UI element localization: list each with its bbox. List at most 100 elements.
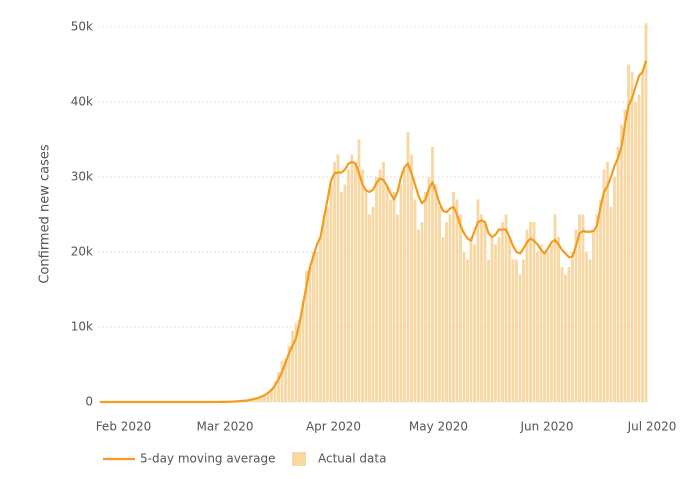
bar bbox=[560, 267, 564, 402]
bar bbox=[284, 358, 287, 402]
bar bbox=[427, 177, 431, 402]
bar bbox=[343, 184, 347, 402]
bar bbox=[585, 252, 588, 402]
bar bbox=[637, 94, 641, 402]
bar bbox=[623, 109, 627, 402]
bar bbox=[473, 244, 476, 402]
bar bbox=[322, 214, 326, 402]
bar bbox=[406, 132, 410, 402]
bar bbox=[301, 300, 305, 402]
bar bbox=[305, 270, 308, 402]
bar bbox=[357, 139, 361, 402]
bar bbox=[550, 244, 553, 402]
bar bbox=[392, 192, 396, 402]
bar bbox=[291, 330, 294, 402]
bar bbox=[434, 184, 438, 402]
bar bbox=[476, 199, 480, 402]
bar bbox=[298, 319, 301, 402]
bar bbox=[606, 162, 609, 402]
bar bbox=[578, 214, 581, 402]
bar bbox=[501, 222, 504, 402]
bar bbox=[620, 124, 623, 402]
bar bbox=[602, 169, 606, 402]
bar bbox=[448, 214, 452, 402]
bar bbox=[249, 399, 252, 402]
bar bbox=[294, 323, 298, 402]
bar bbox=[371, 207, 375, 402]
bar bbox=[308, 267, 312, 402]
bar bbox=[525, 229, 529, 402]
bar bbox=[315, 252, 319, 402]
bar bbox=[543, 252, 546, 402]
bar bbox=[280, 360, 284, 402]
bar bbox=[336, 154, 340, 402]
bar bbox=[480, 214, 483, 402]
legend-label: 5-day moving average bbox=[140, 452, 275, 466]
bar bbox=[256, 397, 259, 402]
bar bbox=[378, 169, 382, 402]
bar bbox=[312, 252, 315, 402]
bar bbox=[259, 396, 263, 402]
legend-label: Actual data bbox=[318, 452, 386, 466]
bar bbox=[504, 214, 508, 402]
bar bbox=[375, 177, 378, 402]
bar bbox=[431, 147, 434, 402]
bar bbox=[266, 393, 270, 402]
legend-swatch bbox=[292, 452, 306, 466]
bar bbox=[354, 162, 357, 402]
bar bbox=[329, 184, 333, 402]
bar bbox=[469, 237, 473, 402]
bar bbox=[539, 244, 543, 402]
bar bbox=[515, 259, 518, 402]
bar bbox=[634, 102, 637, 402]
bar bbox=[581, 214, 585, 402]
x-tick-label: Jun 2020 bbox=[519, 420, 573, 434]
x-tick-label: Jul 2020 bbox=[627, 420, 677, 434]
y-tick-label: 20k bbox=[71, 245, 93, 259]
bar bbox=[326, 207, 329, 402]
bar bbox=[546, 252, 550, 402]
bar bbox=[595, 214, 599, 402]
bar bbox=[522, 259, 525, 402]
bar bbox=[599, 199, 602, 402]
bar bbox=[567, 267, 571, 402]
y-tick-label: 40k bbox=[71, 95, 93, 109]
bar bbox=[616, 147, 620, 402]
line bbox=[100, 60, 648, 404]
bar bbox=[417, 229, 420, 402]
bar bbox=[494, 244, 497, 402]
bar bbox=[627, 64, 630, 402]
bar bbox=[553, 214, 557, 402]
bar bbox=[557, 237, 560, 402]
x-tick-label: Feb 2020 bbox=[96, 420, 152, 434]
bar bbox=[508, 237, 511, 402]
bar bbox=[277, 372, 280, 402]
y-tick-label: 10k bbox=[71, 320, 93, 334]
bar bbox=[518, 274, 522, 402]
bar bbox=[420, 222, 424, 402]
bar bbox=[483, 222, 487, 402]
bar bbox=[340, 192, 343, 402]
bar bbox=[487, 259, 490, 402]
bar bbox=[273, 381, 277, 402]
bar-series bbox=[217, 23, 648, 402]
bar bbox=[441, 237, 445, 402]
bar bbox=[497, 237, 501, 402]
y-tick-label: 30k bbox=[71, 170, 93, 184]
bar bbox=[350, 154, 354, 402]
bar bbox=[588, 259, 592, 402]
x-tick-label: Mar 2020 bbox=[197, 420, 254, 434]
bar bbox=[364, 192, 368, 402]
bar bbox=[571, 252, 574, 402]
bar bbox=[609, 207, 613, 402]
bar bbox=[536, 252, 539, 402]
bar bbox=[361, 169, 364, 402]
bar bbox=[462, 252, 466, 402]
bar bbox=[347, 169, 350, 402]
bar bbox=[532, 222, 536, 402]
bar bbox=[592, 229, 595, 402]
bar bbox=[644, 23, 648, 402]
bar bbox=[263, 394, 266, 402]
bar bbox=[529, 222, 532, 402]
